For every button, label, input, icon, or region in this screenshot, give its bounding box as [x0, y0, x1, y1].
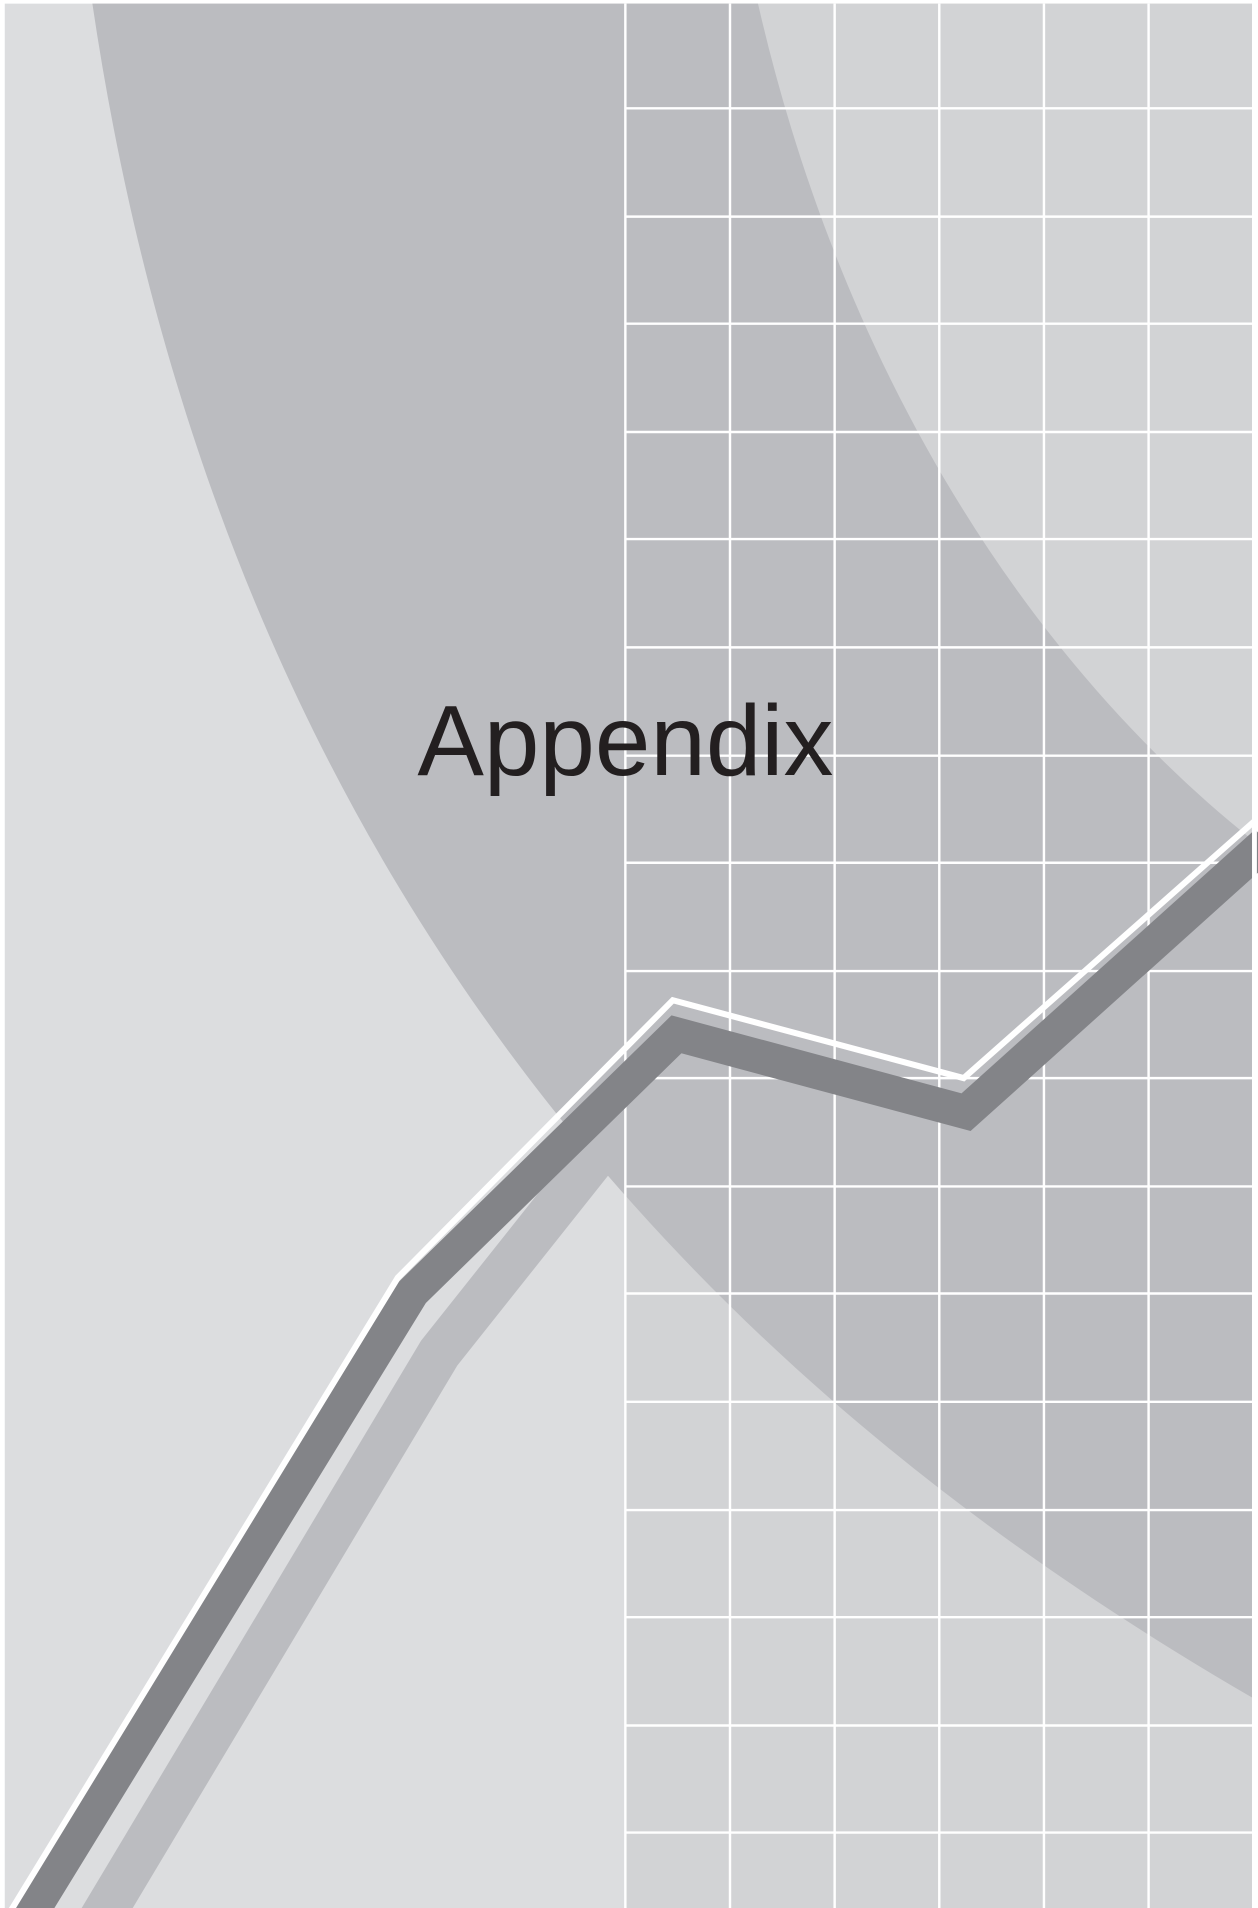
arc-band: [92, 3, 1253, 1698]
trend-highlight: [8, 813, 1258, 1908]
shadow-line: [81, 1132, 621, 1908]
trend-line: [14, 829, 1258, 1908]
grid: [624, 3, 1253, 1908]
title: Appendix: [417, 686, 833, 797]
page-edge: [1252, 0, 1257, 1908]
